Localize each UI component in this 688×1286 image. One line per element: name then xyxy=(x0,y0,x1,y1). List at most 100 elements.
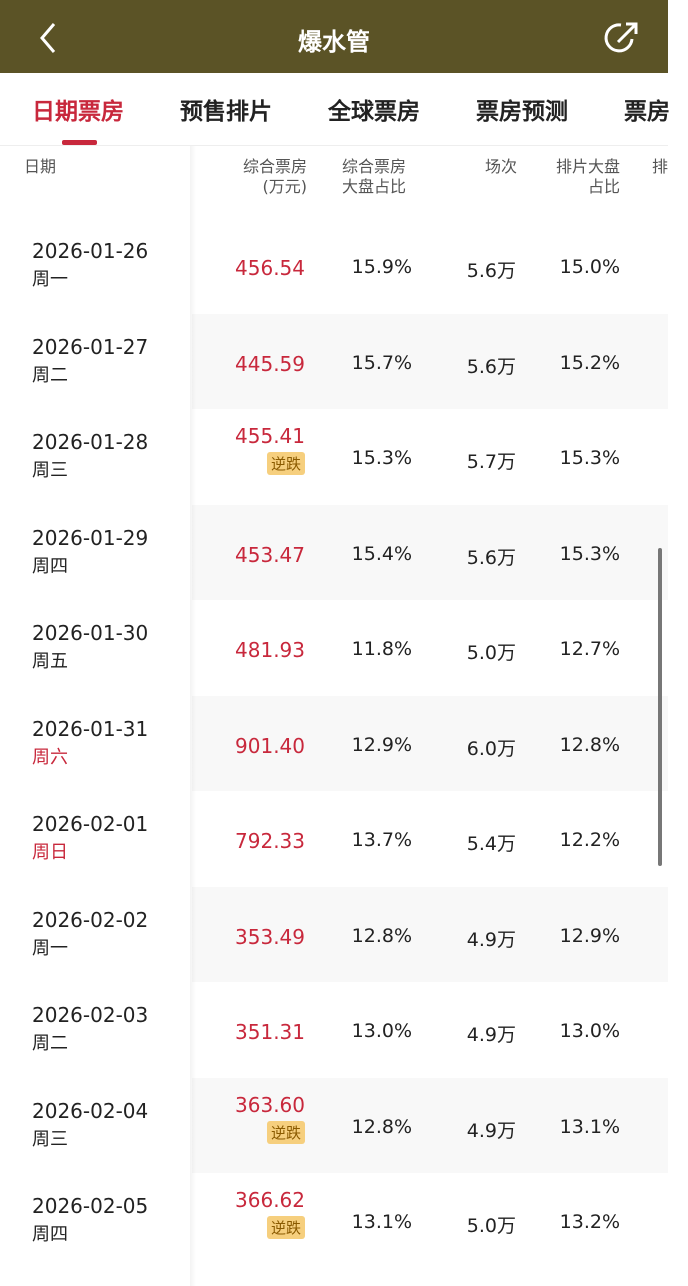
frozen-cell xyxy=(0,886,192,982)
market-share: 12.9% xyxy=(351,733,412,756)
frozen-cell xyxy=(0,982,192,1078)
shows: 5.6万 xyxy=(466,546,516,569)
frozen-cell xyxy=(0,218,192,314)
frozen-cell xyxy=(0,695,192,791)
table-row[interactable]: 2026-02-05 周四 366.62 逆跌 13.1% 5.0万 13.2% xyxy=(0,1173,668,1269)
schedule-share: 13.0% xyxy=(559,1020,620,1042)
weekday: 周四 xyxy=(32,555,68,577)
market-share: 15.3% xyxy=(351,447,412,469)
box-office: 351.31 xyxy=(235,1020,305,1044)
date: 2026-02-01 xyxy=(32,812,149,836)
column-title: 综合票房 大盘占比 xyxy=(342,157,406,197)
table-row[interactable]: 2026-02-03 周二 351.31 13.0% 4.9万 13.0% xyxy=(0,982,668,1078)
table-row[interactable]: 2026-02-01 周日 792.33 13.7% 5.4万 12.2% xyxy=(0,791,668,887)
weekday: 周二 xyxy=(32,1033,68,1054)
box-office: 455.41 xyxy=(235,424,305,448)
date: 2026-01-30 xyxy=(32,621,149,645)
market-share: 15.7% xyxy=(351,351,412,374)
tab[interactable]: 预售排片 xyxy=(180,99,272,125)
column-title-line: 大盘占比 xyxy=(342,177,407,196)
date: 2026-02-02 xyxy=(32,907,149,932)
table-row[interactable]: 2026-01-30 周五 481.93 11.8% 5.0万 12.7% xyxy=(0,600,668,696)
weekday: 周三 xyxy=(32,1128,68,1150)
box-office: 445.59 xyxy=(235,351,305,376)
box-office: 366.62 xyxy=(235,1188,305,1212)
column-title-line: 日期 xyxy=(24,157,57,176)
column-title: 日期 xyxy=(24,157,56,177)
table-row[interactable]: 2026-01-28 周三 455.41 逆跌 15.3% 5.7万 15.3% xyxy=(0,409,668,505)
trend-badge: 逆跌 xyxy=(266,452,305,475)
frozen-cell xyxy=(0,600,192,696)
table-row[interactable]: 2026-01-31 周六 901.40 12.9% 6.0万 12.8% xyxy=(0,695,668,791)
table-row[interactable]: 2026-01-27 周二 445.59 15.7% 5.6万 15.2% xyxy=(0,313,668,409)
frozen-cell xyxy=(0,409,192,505)
schedule-share: 13.2% xyxy=(559,1211,620,1233)
box-office: 792.33 xyxy=(235,829,305,853)
table-row[interactable]: 2026-02-04 周三 363.60 逆跌 12.8% 4.9万 13.1% xyxy=(0,1077,668,1173)
schedule-share: 12.2% xyxy=(559,829,620,851)
shows: 4.9万 xyxy=(466,928,516,951)
market-share: 13.7% xyxy=(351,829,412,851)
weekday: 周一 xyxy=(32,937,68,959)
shows: 6.0万 xyxy=(466,737,516,760)
shows: 5.6万 xyxy=(466,355,516,378)
weekday: 周五 xyxy=(32,651,68,672)
shows: 5.4万 xyxy=(466,833,516,855)
scrollbar xyxy=(658,548,662,866)
column-title: 排片大盘 占比 xyxy=(556,157,620,197)
tab[interactable]: 全球票房 xyxy=(328,99,420,125)
page-title: 爆水管 xyxy=(298,28,370,56)
weekday: 周四 xyxy=(32,1224,68,1245)
shows: 5.6万 xyxy=(466,260,516,282)
column-title-line: 场次 xyxy=(484,157,517,176)
frozen-cell xyxy=(0,791,192,887)
tab-indicator xyxy=(62,140,97,145)
share-button[interactable] xyxy=(602,18,642,58)
frozen-shadow xyxy=(190,146,196,1286)
shows: 5.0万 xyxy=(466,1215,516,1237)
shows: 4.9万 xyxy=(466,1119,516,1142)
table-row[interactable]: 2026-01-26 周一 456.54 15.9% 5.6万 15.0% xyxy=(0,218,668,314)
weekday: 周六 xyxy=(32,746,68,768)
column-header: 日期 综合票房 (万元) 综合票房 大盘占比 场次 排片大盘 占比排 xyxy=(0,146,668,218)
date: 2026-02-04 xyxy=(32,1098,149,1123)
tab[interactable]: 票房 xyxy=(624,99,670,125)
shows: 5.7万 xyxy=(466,451,516,473)
column-title-line: 占比 xyxy=(587,177,620,196)
column-title: 综合票房 (万元) xyxy=(243,157,307,197)
column-title-line: 综合票房 xyxy=(242,157,307,176)
schedule-share: 12.8% xyxy=(559,733,620,756)
tab[interactable]: 票房预测 xyxy=(476,99,568,125)
schedule-share: 15.3% xyxy=(559,447,620,469)
column-title-line: 排 xyxy=(652,157,669,176)
tab[interactable]: 日期票房 xyxy=(32,99,124,125)
weekday: 周日 xyxy=(32,842,68,863)
box-office: 363.60 xyxy=(235,1092,305,1117)
weekday: 周二 xyxy=(32,364,68,386)
table-row[interactable]: 2026-01-29 周四 453.47 15.4% 5.6万 15.3% xyxy=(0,504,668,600)
column-title: 排 xyxy=(652,157,668,177)
table-row[interactable]: 2026-02-02 周一 353.49 12.8% 4.9万 12.9% xyxy=(0,886,668,982)
date: 2026-01-31 xyxy=(32,716,149,741)
schedule-share: 15.0% xyxy=(559,256,620,278)
date: 2026-01-28 xyxy=(32,430,149,454)
column-title-line: 综合票房 xyxy=(342,157,407,176)
column-title-line: 排片大盘 xyxy=(555,157,620,176)
schedule-share: 12.7% xyxy=(559,638,620,660)
column-title-line: (万元) xyxy=(262,177,308,196)
schedule-share: 15.2% xyxy=(559,351,620,374)
box-office: 901.40 xyxy=(235,733,305,758)
shows: 4.9万 xyxy=(466,1024,516,1046)
back-button[interactable] xyxy=(34,20,64,56)
market-share: 15.9% xyxy=(351,256,412,278)
market-share: 12.8% xyxy=(351,924,412,947)
date: 2026-02-05 xyxy=(32,1194,149,1218)
shows: 5.0万 xyxy=(466,642,516,664)
frozen-cell xyxy=(0,313,192,409)
trend-badge: 逆跌 xyxy=(266,1120,305,1144)
market-share: 15.4% xyxy=(351,542,412,565)
box-office: 353.49 xyxy=(235,924,305,949)
market-share: 11.8% xyxy=(351,638,412,660)
market-share: 13.1% xyxy=(351,1211,412,1233)
